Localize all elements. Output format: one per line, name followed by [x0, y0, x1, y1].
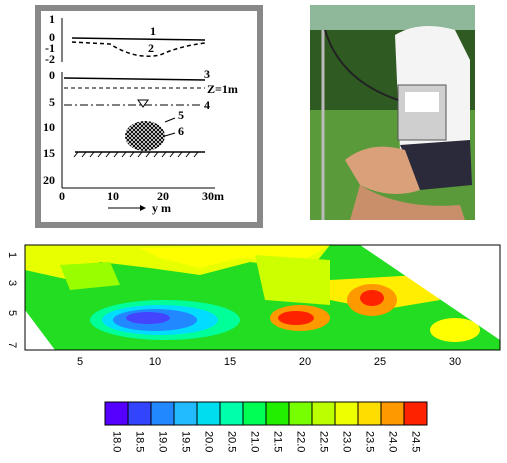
tick-label: 10 [43, 120, 55, 134]
tick-label: 20 [157, 189, 169, 203]
colorbar-label: 22.0 [295, 431, 307, 452]
colorbar-label: 23.5 [364, 431, 376, 452]
y-tick-label: 3 [6, 280, 18, 286]
tick-label: 1 [49, 12, 55, 26]
colorbar-swatch [380, 401, 405, 426]
colorbar-label: 19.0 [157, 431, 169, 452]
colorbar: 18.0 18.5 19.0 19.5 20.0 20.5 21.0 21.5 22.0 22.5… [104, 401, 428, 452]
colorbar-label: 19.5 [180, 431, 192, 452]
tick-label: 10 [107, 189, 119, 203]
axis-ticks: 5 10 15 20 25 30 1 3 5 7 [6, 252, 461, 368]
x-tick-label: 30 [449, 356, 461, 368]
colorbar-label: 20.5 [226, 431, 238, 452]
tick-label: -2 [45, 52, 55, 66]
colorbar-label: 21.0 [249, 431, 261, 452]
tick-label: 0 [59, 189, 65, 203]
x-tick-label: 15 [224, 356, 236, 368]
label: Z=1m [207, 82, 238, 96]
colorbar-swatch [127, 401, 152, 426]
tick-label: 15 [43, 146, 55, 160]
x-tick-label: 10 [149, 356, 161, 368]
colorbar-swatch [173, 401, 198, 426]
axis-label: y m [152, 201, 171, 215]
label: 3 [204, 67, 210, 81]
y-tick-label: 5 [6, 310, 18, 316]
diagram: 1 0 -1 -2 0 5 10 15 20 0 10 20 30m 1 2 3… [35, 5, 263, 228]
y-tick-label: 7 [6, 342, 18, 348]
colorbar-swatch [196, 401, 221, 426]
colorbar-swatch [334, 401, 359, 426]
label: 4 [204, 98, 210, 112]
colorbar-label: 18.0 [111, 431, 123, 452]
colorbar-label: 22.5 [318, 431, 330, 452]
x-tick-label: 20 [299, 356, 311, 368]
tick-label: 0 [49, 30, 55, 44]
y-tick-label: 1 [6, 252, 18, 258]
tick-label: -1 [45, 41, 55, 55]
contour-map [24, 244, 501, 351]
label: 5 [178, 108, 184, 122]
colorbar-swatch [104, 401, 129, 426]
x-tick-label: 25 [374, 356, 386, 368]
colorbar-label: 24.5 [410, 431, 422, 452]
tick-label: 30m [202, 189, 224, 203]
colorbar-swatch [265, 401, 290, 426]
colorbar-swatch [403, 401, 428, 426]
colorbar-swatch [311, 401, 336, 426]
tick-label: 20 [43, 173, 55, 187]
colorbar-label: 18.5 [134, 431, 146, 452]
label: 2 [148, 41, 154, 55]
colorbar-label: 24.0 [387, 431, 399, 452]
colorbar-label: 21.5 [272, 431, 284, 452]
colorbar-swatch [219, 401, 244, 426]
x-tick-label: 5 [77, 356, 83, 368]
colorbar-label: 20.0 [203, 431, 215, 452]
colorbar-swatch [242, 401, 267, 426]
label: 6 [178, 124, 184, 138]
colorbar-swatch [150, 401, 175, 426]
tick-label: 5 [49, 95, 55, 109]
colorbar-swatch [288, 401, 313, 426]
label: 1 [150, 24, 156, 38]
colorbar-label: 23.0 [341, 431, 353, 452]
colorbar-swatch [357, 401, 382, 426]
photo [310, 5, 475, 220]
tick-label: 0 [49, 68, 55, 82]
